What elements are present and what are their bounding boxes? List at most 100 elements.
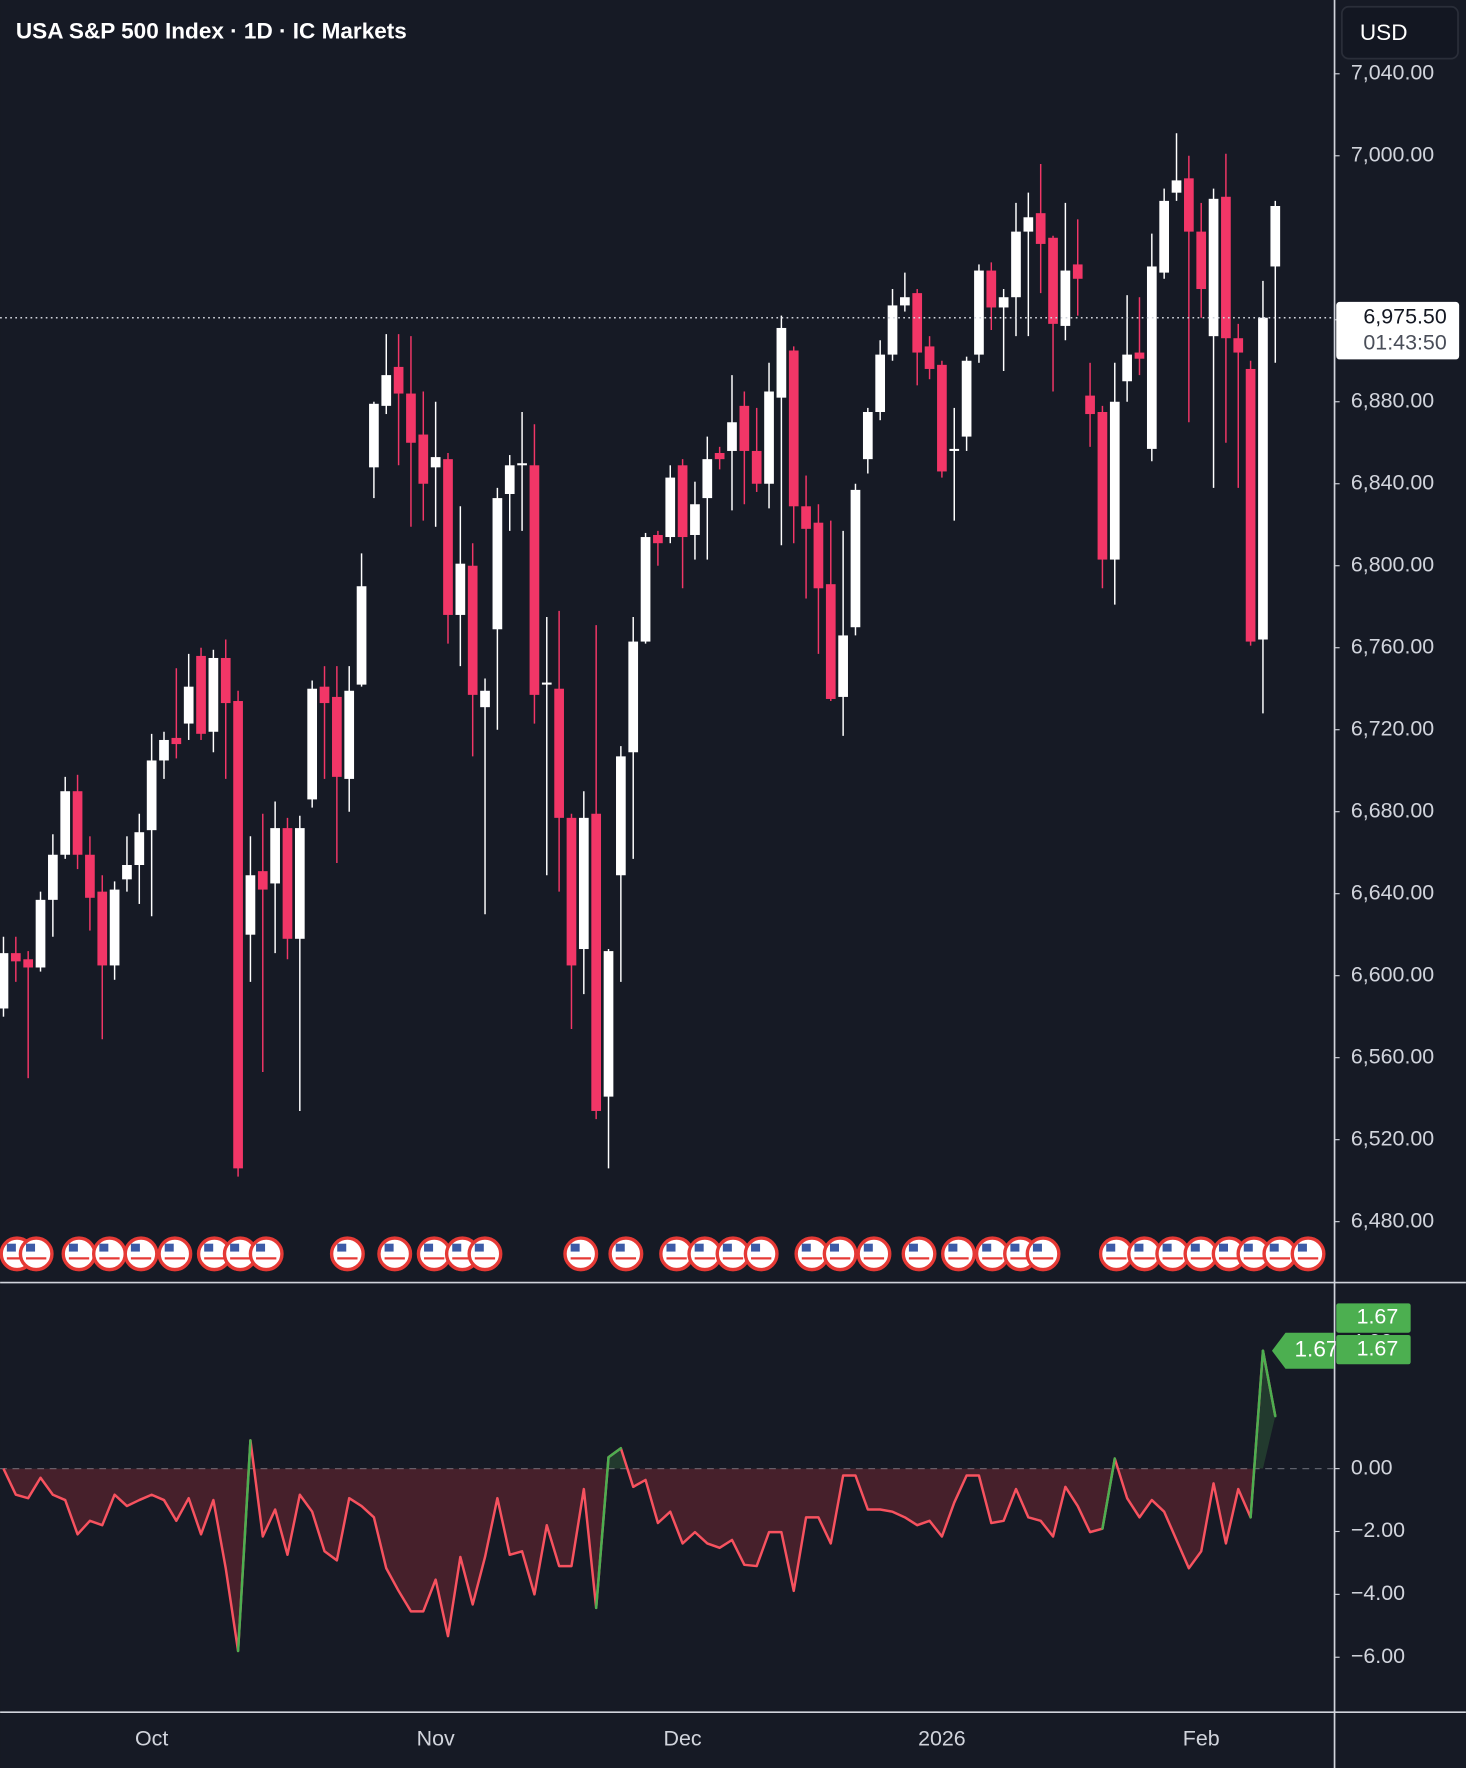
event-marker <box>563 1236 599 1272</box>
candle-body <box>1171 180 1182 193</box>
y-tick-label: 6,480.00 <box>1351 1208 1434 1232</box>
candle-body <box>480 690 490 708</box>
x-tick-label: Oct <box>135 1726 168 1750</box>
y-tick-label: 6,720.00 <box>1351 716 1434 740</box>
y-tick-label: −2.00 <box>1351 1518 1405 1542</box>
candle-body <box>455 563 466 615</box>
y-tick-label: 6,680.00 <box>1351 798 1434 822</box>
candle-body <box>171 737 182 745</box>
candle-body <box>208 657 219 732</box>
event-marker-flag <box>863 1243 873 1252</box>
x-tick-label: Dec <box>664 1726 702 1750</box>
candle-body <box>616 756 626 876</box>
candle-body <box>344 690 355 779</box>
candle-body <box>702 459 713 499</box>
event-marker <box>91 1236 127 1272</box>
candle-body <box>974 270 984 355</box>
candle-body <box>566 817 577 966</box>
candle-body <box>48 854 58 900</box>
y-tick-label: 6,560.00 <box>1351 1044 1434 1068</box>
event-marker-flag <box>337 1243 347 1252</box>
y-tick-label: 7,040.00 <box>1351 60 1434 84</box>
chart-title: USA S&P 500 Index · 1D · IC Markets <box>16 19 407 44</box>
candle-body <box>986 270 997 308</box>
y-tick-label: −4.00 <box>1351 1581 1405 1605</box>
candle-body <box>319 686 330 704</box>
candle-body <box>764 391 774 484</box>
candle-body <box>97 891 108 966</box>
event-marker-flag <box>384 1243 394 1252</box>
candle-body <box>1060 270 1071 326</box>
event-marker-flag <box>801 1243 811 1252</box>
candle-body <box>690 504 700 535</box>
event-marker <box>248 1236 284 1272</box>
event-marker-flag <box>1297 1243 1307 1252</box>
candle-body <box>146 760 157 831</box>
candle-body <box>109 889 120 966</box>
event-marker-flag <box>1162 1243 1172 1252</box>
indicator-line <box>2 1349 1277 1653</box>
candle-body <box>418 434 429 484</box>
event-marker-flag <box>256 1243 266 1252</box>
candle-body <box>825 584 836 699</box>
event-marker <box>1290 1236 1326 1272</box>
event-marker-flag <box>982 1243 992 1252</box>
x-tick-label: Feb <box>1183 1726 1220 1750</box>
candle-body <box>1270 206 1281 267</box>
indicator-up-segment <box>607 1446 623 1459</box>
candle-body <box>1146 266 1157 449</box>
candle-body <box>159 739 169 761</box>
candle-body <box>257 871 268 890</box>
candle-body <box>1233 338 1244 353</box>
candle-body <box>23 959 34 968</box>
candle-body <box>541 682 552 685</box>
event-marker <box>856 1236 892 1272</box>
y-tick-label: 6,640.00 <box>1351 880 1434 904</box>
y-tick-label: 6,800.00 <box>1351 552 1434 576</box>
event-marker-flag <box>1134 1243 1144 1252</box>
event-marker-flag <box>666 1243 676 1252</box>
event-marker-flag <box>452 1243 462 1252</box>
candle-body <box>134 832 145 866</box>
event-marker <box>901 1236 937 1272</box>
candle-body <box>603 951 614 1097</box>
candle-body <box>443 459 453 615</box>
event-marker <box>123 1236 159 1272</box>
event-marker-flag <box>751 1243 761 1252</box>
y-tick-label: 0.00 <box>1351 1455 1393 1479</box>
candle-body <box>628 641 639 753</box>
event-markers <box>0 1236 1326 1272</box>
currency-label[interactable]: USD <box>1360 20 1408 45</box>
candle-body <box>294 828 305 939</box>
event-marker-flag <box>99 1243 109 1252</box>
event-marker-flag <box>908 1243 918 1252</box>
event-marker-flag <box>615 1243 625 1252</box>
candle-body <box>1208 198 1219 337</box>
event-marker <box>1025 1236 1061 1272</box>
candle-body <box>801 506 811 529</box>
event-marker-flag <box>164 1243 174 1252</box>
x-tick-label: Nov <box>417 1726 455 1750</box>
candle-body <box>653 534 663 544</box>
candle-body <box>912 293 923 353</box>
event-marker-flag <box>68 1243 78 1252</box>
indicator-up-segment <box>1101 1457 1117 1530</box>
candle-body <box>1072 264 1083 279</box>
value-box-label: 1.67 <box>1357 1336 1399 1360</box>
x-tick-label: 2026 <box>918 1726 966 1750</box>
candle-body <box>554 688 564 818</box>
currency-button[interactable] <box>1341 5 1459 60</box>
candle-body <box>492 498 503 630</box>
countdown-label: 01:43:50 <box>1363 330 1446 354</box>
event-marker <box>941 1236 976 1272</box>
candle-body <box>739 405 750 451</box>
candle-body <box>1122 354 1132 382</box>
candle-body <box>998 297 1009 308</box>
event-marker <box>608 1236 644 1272</box>
candle-body <box>924 346 935 369</box>
candle-body <box>887 305 898 355</box>
candle-body <box>714 452 725 460</box>
indicator-up-segment <box>1261 1349 1277 1418</box>
candle-body <box>591 813 602 1111</box>
